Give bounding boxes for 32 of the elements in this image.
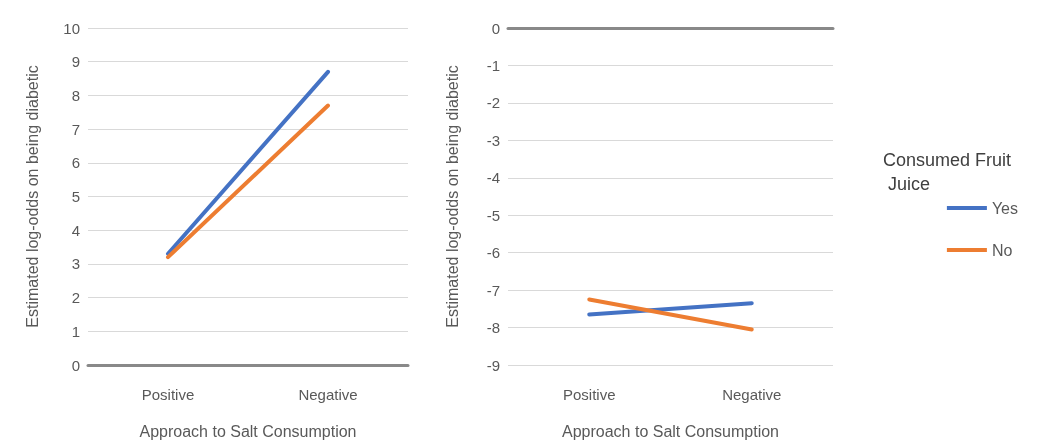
y-tick-label: -3 [486, 131, 500, 149]
y-tick-label: -6 [486, 244, 500, 262]
y-axis-title: Estimated log-odds on being diabetic [443, 65, 461, 328]
y-tick-label: 7 [71, 120, 80, 138]
legend-label: No [991, 241, 1013, 259]
y-tick-label: -1 [486, 56, 500, 74]
x-tick-label: Positive [562, 386, 616, 403]
legend-title: Consumed Fruit Juice [883, 150, 1012, 194]
y-tick-label: 5 [71, 188, 80, 205]
x-axis-title: Approach to Salt Consumption [139, 422, 357, 440]
y-tick-label: 2 [71, 289, 80, 307]
y-tick-label: 0 [71, 356, 80, 374]
y-tick-label: 0 [491, 19, 500, 37]
y-tick-label: 1 [71, 322, 80, 340]
y-axis-title: Estimated log-odds on being diabetic [23, 65, 41, 328]
y-tick-label: 3 [71, 255, 80, 273]
y-tick-label: -9 [486, 356, 500, 374]
y-tick-label: -7 [486, 281, 500, 299]
x-axis-title: Approach to Salt Consumption [561, 422, 780, 440]
y-tick-label: 8 [71, 86, 80, 104]
x-tick-label: Negative [298, 386, 358, 403]
x-tick-label: Negative [722, 386, 782, 403]
y-tick-label: -4 [486, 169, 500, 187]
x-tick-label: Positive [141, 386, 195, 403]
y-tick-label: 9 [71, 53, 80, 71]
y-tick-label: -5 [486, 206, 500, 224]
y-tick-label: 10 [63, 19, 80, 37]
y-tick-label: 4 [71, 221, 80, 239]
y-tick-label: 6 [71, 154, 80, 172]
y-tick-label: -8 [486, 319, 500, 337]
legend-label: Yes [991, 199, 1019, 217]
y-tick-label: -2 [486, 94, 500, 112]
